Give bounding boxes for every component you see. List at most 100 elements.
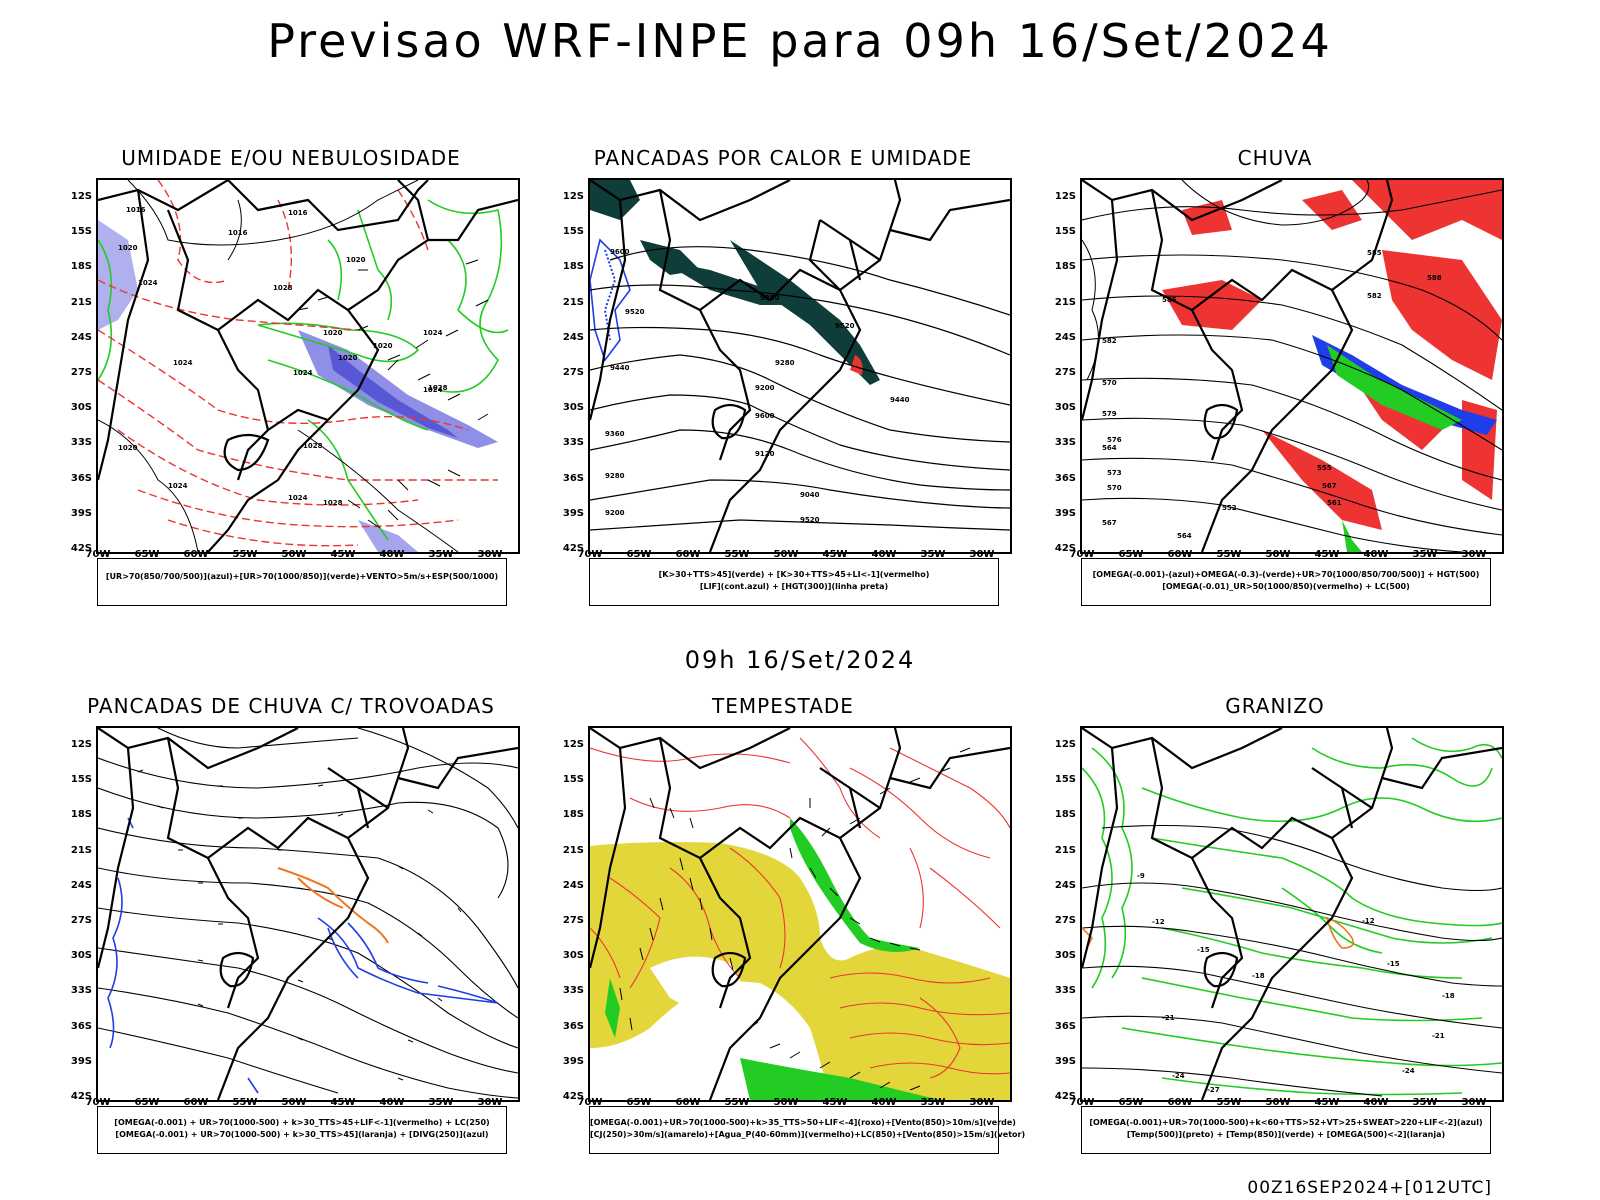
- contour-label: 1020: [323, 329, 343, 337]
- longitude-tick: 40W: [871, 549, 897, 560]
- legend-box: [OMEGA(-0.001)+UR>70(1000-500)+k>35_TTS>…: [589, 1106, 1025, 1154]
- longitude-tick: 60W: [183, 1097, 209, 1108]
- legend-line: [Temp(500)](preto) + [Temp(850)](verde) …: [1126, 1130, 1446, 1139]
- pancadas-calor-map: 9600 9520 9440 9360 9280 9200 9120 9040 9520 9440…: [590, 180, 1010, 552]
- contour-label: 9440: [890, 396, 910, 404]
- longitude-tick: 35W: [428, 1097, 454, 1108]
- latitude-tick: 30S: [70, 402, 92, 414]
- latitude-tick: 12S: [562, 191, 584, 202]
- contour-label: -27: [1207, 1086, 1220, 1094]
- contour-label: -15: [1387, 960, 1400, 968]
- longitude-tick: 70W: [85, 549, 111, 560]
- contour-label: 588: [1427, 274, 1442, 282]
- longitude-axis: 70W 65W 60W 55W 50W 45W 40W 35W 30W: [86, 1097, 516, 1113]
- latitude-tick: 21S: [70, 296, 92, 308]
- latitude-tick: 12S: [562, 739, 584, 750]
- latitude-tick: 33S: [70, 437, 92, 449]
- latitude-tick: 33S: [1054, 985, 1076, 997]
- panel-title: PANCADAS POR CALOR E UMIDADE: [593, 146, 973, 170]
- contour-label: 1020: [118, 444, 138, 452]
- forecast-time-label: 09h 16/Set/2024: [684, 646, 916, 674]
- latitude-tick: 39S: [70, 507, 92, 519]
- latitude-tick: 42S: [1054, 1091, 1076, 1102]
- latitude-tick: 39S: [70, 1055, 92, 1067]
- panel-title: UMIDADE E/OU NEBULOSIDADE: [121, 146, 461, 170]
- legend-box: [OMEGA(-0.001)+UR>70(1000-500)+k<60+TTS>…: [1081, 1106, 1491, 1154]
- contour-label: -18: [1442, 992, 1455, 1000]
- longitude-tick: 55W: [1216, 549, 1242, 560]
- latitude-tick: 39S: [1054, 1055, 1076, 1067]
- latitude-tick: 33S: [562, 437, 584, 449]
- contour-label: 1024: [288, 494, 308, 502]
- longitude-tick: 70W: [1069, 1097, 1095, 1108]
- legend-line: [OMEGA(-0.001)+UR>70(1000-500)+k<60+TTS>…: [1089, 1118, 1483, 1127]
- latitude-tick: 27S: [1054, 915, 1076, 926]
- contour-label: 582: [1102, 337, 1117, 345]
- contour-label: 1016: [228, 229, 248, 237]
- legend-box: [K>30+TTS>45](verde) + [K>30+TTS>45+LI<-…: [589, 558, 999, 606]
- latitude-axis: 12S 15S 18S 21S 24S 27S 30S 33S 36S 39S 42S: [1048, 726, 1078, 1102]
- longitude-tick: 45W: [330, 549, 356, 560]
- latitude-tick: 15S: [1054, 226, 1076, 238]
- contour-label: 1028: [303, 442, 323, 450]
- contour-label: 9520: [625, 308, 645, 316]
- longitude-tick: 65W: [134, 1097, 160, 1108]
- contour-label: 1028: [428, 384, 448, 392]
- longitude-tick: 65W: [626, 549, 652, 560]
- longitude-tick: 65W: [1118, 549, 1144, 560]
- contour-label: 561: [1327, 499, 1342, 507]
- contour-label: -21: [1162, 1014, 1175, 1022]
- latitude-tick: 21S: [1054, 296, 1076, 308]
- chuva-map: 585 582 579 576 573 570 567 564 552 555 561 567 564 5…: [1082, 180, 1502, 552]
- latitude-tick: 33S: [70, 985, 92, 997]
- latitude-tick: 42S: [70, 1091, 92, 1102]
- latitude-tick: 12S: [1054, 739, 1076, 750]
- longitude-tick: 50W: [281, 549, 307, 560]
- map-frame: 1016 1016 1016 1020 1020 1024 1024 1020 1020 1024…: [96, 178, 520, 554]
- latitude-tick: 30S: [1054, 950, 1076, 962]
- latitude-tick: 27S: [70, 367, 92, 378]
- contour-label: 1024: [168, 482, 188, 490]
- latitude-tick: 39S: [562, 1055, 584, 1067]
- latitude-tick: 24S: [70, 331, 92, 343]
- latitude-tick: 30S: [1054, 402, 1076, 414]
- latitude-tick: 27S: [562, 367, 584, 378]
- longitude-tick: 35W: [920, 1097, 946, 1108]
- contour-label: 9040: [800, 491, 820, 499]
- panel-title: CHUVA: [1237, 146, 1313, 170]
- longitude-tick: 45W: [330, 1097, 356, 1108]
- contour-label: 9360: [605, 430, 625, 438]
- contour-label: 1028: [273, 284, 293, 292]
- latitude-tick: 15S: [70, 774, 92, 786]
- umidade-map: 1016 1016 1016 1020 1020 1024 1024 1020 1020 1024…: [98, 180, 518, 552]
- longitude-tick: 50W: [773, 549, 799, 560]
- contour-label: 9200: [755, 384, 775, 392]
- contour-label: 585: [1162, 296, 1177, 304]
- longitude-tick: 35W: [1412, 549, 1438, 560]
- latitude-tick: 18S: [562, 809, 584, 821]
- panel-pancadas-trovoadas: PANCADAS DE CHUVA C/ TROVOADAS: [56, 694, 526, 1174]
- map-frame: [96, 726, 520, 1102]
- latitude-axis: 12S 15S 18S 21S 24S 27S 30S 33S 36S 39S 42S: [64, 178, 94, 554]
- longitude-tick: 60W: [1167, 1097, 1193, 1108]
- contour-label: 9520: [800, 516, 820, 524]
- contour-label: 567: [1322, 482, 1337, 490]
- longitude-tick: 30W: [477, 1097, 503, 1108]
- contour-label: 1020: [346, 256, 366, 264]
- latitude-tick: 24S: [562, 331, 584, 343]
- legend-line: [LIF](cont.azul) + [HGT(300)](linha pret…: [699, 582, 889, 591]
- longitude-tick: 30W: [477, 549, 503, 560]
- longitude-tick: 40W: [871, 1097, 897, 1108]
- map-frame: 585 582 579 576 573 570 567 564 552 555 561 567 564 5…: [1080, 178, 1504, 554]
- legend-line: [OMEGA(-0.01)_UR>50(1000/850)(vermelho) …: [1162, 582, 1410, 591]
- latitude-tick: 39S: [1054, 507, 1076, 519]
- contour-label: 9520: [835, 322, 855, 330]
- latitude-tick: 24S: [1054, 331, 1076, 343]
- latitude-tick: 21S: [1054, 844, 1076, 856]
- longitude-tick: 35W: [920, 549, 946, 560]
- contour-label: 552: [1222, 504, 1237, 512]
- legend-line: [UR>70(850/700/500)](azul)+[UR>70(1000/8…: [105, 572, 499, 581]
- latitude-axis: 12S 15S 18S 21S 24S 27S 30S 33S 36S 39S 42S: [64, 726, 94, 1102]
- longitude-tick: 45W: [1314, 1097, 1340, 1108]
- contour-label: 1020: [373, 342, 393, 350]
